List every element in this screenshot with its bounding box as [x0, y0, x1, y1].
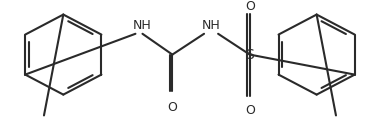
Text: O: O [245, 104, 255, 117]
Text: S: S [245, 48, 254, 62]
Text: O: O [168, 101, 177, 114]
Text: NH: NH [202, 19, 221, 32]
Text: O: O [245, 0, 255, 13]
Text: NH: NH [133, 19, 152, 32]
